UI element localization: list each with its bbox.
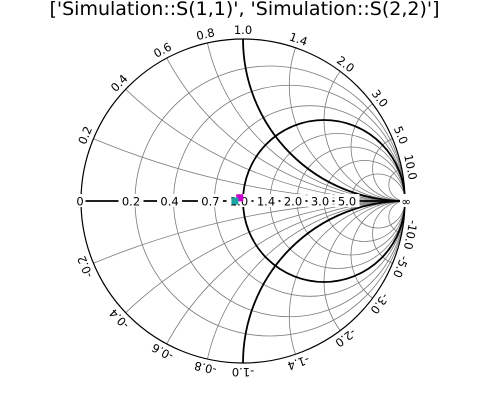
- reactance-label-positive: 5.0: [391, 124, 411, 146]
- resistance-label-bg: [307, 194, 333, 207]
- resistance-label: 5.0: [338, 195, 356, 209]
- reactance-label-negative: -10.0: [401, 219, 421, 251]
- reactance-arc-pos-5: [372, 135, 405, 202]
- resistance-label-bg: [334, 194, 360, 207]
- reactance-label-negative: -1.4: [286, 353, 312, 374]
- reactance-label-positive: 1.4: [288, 30, 310, 49]
- reactance-label-negative: -2.0: [332, 325, 358, 350]
- reactance-label-negative: -0.8: [193, 359, 218, 378]
- reactance-label-negative: -1.0: [232, 365, 254, 379]
- reactance-label-positive: 2.0: [334, 53, 357, 75]
- resistance-label: ∞: [401, 195, 411, 209]
- reactance-label-positive: 0.8: [195, 25, 216, 43]
- resistance-label: 0.7: [201, 195, 219, 209]
- data-markers: [231, 194, 244, 205]
- marker-series-2: [231, 197, 239, 205]
- resistance-label: 1.4: [257, 195, 275, 209]
- resistance-label: 0: [76, 195, 83, 209]
- reactance-arc-neg-3: [350, 200, 405, 310]
- reactance-arc-pos-3: [350, 92, 405, 202]
- reactance-label-negative: -0.4: [106, 306, 132, 332]
- reactance-label-negative: -5.0: [390, 254, 412, 280]
- reactance-label-negative: -0.2: [74, 254, 96, 280]
- marker-series-1: [236, 194, 244, 202]
- resistance-label-bg: [74, 194, 86, 207]
- reactance-label-negative: -3.0: [367, 290, 392, 316]
- resistance-label-bg: [197, 194, 223, 207]
- reactance-label-negative: -0.6: [149, 340, 175, 363]
- resistance-label: 2.0: [284, 195, 302, 209]
- reactance-label-positive: 3.0: [369, 87, 391, 110]
- reactance-label-positive: 0.2: [75, 124, 95, 146]
- reactance-arc-neg-5: [372, 200, 405, 267]
- chart-title: ['Simulation::S(1,1)', 'Simulation::S(2,…: [49, 0, 440, 20]
- resistance-label-bg: [157, 194, 183, 207]
- resistance-label-bg: [280, 194, 306, 207]
- reactance-arc-pos-1: [242, 39, 405, 202]
- resistance-label-bg: [118, 194, 144, 207]
- resistance-label: 0.4: [160, 195, 178, 209]
- resistance-label-bg: [253, 194, 279, 207]
- resistance-label-bg: [400, 194, 412, 207]
- reactance-label-positive: 10.0: [401, 153, 420, 181]
- reactance-label-positive: 1.0: [234, 23, 252, 37]
- resistance-label: 3.0: [311, 195, 329, 209]
- reactance-label-positive: 0.6: [151, 40, 174, 61]
- resistance-label: 0.2: [122, 195, 140, 209]
